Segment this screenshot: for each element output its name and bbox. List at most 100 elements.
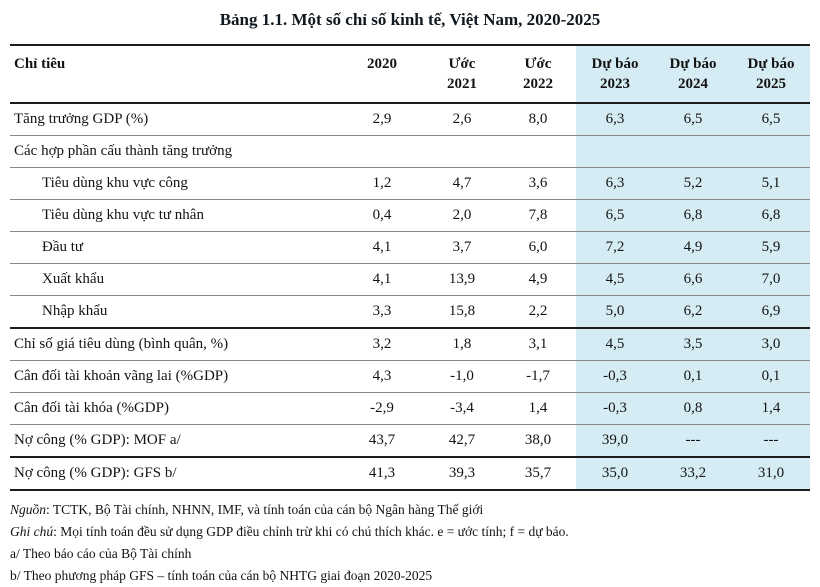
- value-cell: 1,4: [732, 392, 810, 425]
- value-cell: 0,1: [732, 360, 810, 393]
- value-cell: 7,2: [576, 231, 654, 264]
- table-row: Nhập khẩu 3,3 15,8 2,2 5,0 6,2 6,9: [10, 295, 810, 329]
- value-cell: 6,8: [732, 199, 810, 232]
- footnote-source: Nguồn: TCTK, Bộ Tài chính, NHNN, IMF, và…: [10, 500, 810, 520]
- value-cell: 4,5: [576, 327, 654, 361]
- value-cell: 39,0: [576, 424, 654, 458]
- value-cell: 2,9: [340, 102, 424, 136]
- value-cell: 3,3: [340, 295, 424, 329]
- value-cell: 6,9: [732, 295, 810, 329]
- value-cell: 1,2: [340, 167, 424, 200]
- row-label: Nhập khẩu: [10, 295, 340, 329]
- value-cell: 1,8: [424, 327, 500, 361]
- value-cell: 7,8: [500, 199, 576, 232]
- value-cell: [732, 135, 810, 168]
- value-cell: -0,3: [576, 392, 654, 425]
- column-header-du-bao-2023: Dự báo 2023: [576, 44, 654, 104]
- value-cell: 3,6: [500, 167, 576, 200]
- value-cell: -1,0: [424, 360, 500, 393]
- value-cell: 5,1: [732, 167, 810, 200]
- footnote-b-text: b/ Theo phương pháp GFS – tính toán của …: [10, 568, 433, 584]
- value-cell: -3,4: [424, 392, 500, 425]
- value-cell: [654, 135, 732, 168]
- value-cell: -0,3: [576, 360, 654, 393]
- row-label: Các hợp phần cấu thành tăng trưởng: [10, 135, 340, 168]
- value-cell: 5,0: [576, 295, 654, 329]
- table-row: Tiêu dùng khu vực công 1,2 4,7 3,6 6,3 5,2 5,1: [10, 167, 810, 200]
- value-cell: 5,2: [654, 167, 732, 200]
- value-cell: 8,0: [500, 102, 576, 136]
- column-header-du-bao-2025: Dự báo 2025: [732, 44, 810, 104]
- row-label: Tăng trưởng GDP (%): [10, 102, 340, 136]
- value-cell: 4,1: [340, 263, 424, 296]
- row-label: Nợ công (% GDP): GFS b/: [10, 456, 340, 491]
- value-cell: 31,0: [732, 456, 810, 491]
- value-cell: 7,0: [732, 263, 810, 296]
- table-row: Nợ công (% GDP): GFS b/41,3 39,3 35,7 35,0 3…: [10, 456, 810, 491]
- footnote-b: b/ Theo phương pháp GFS – tính toán của …: [10, 566, 810, 586]
- value-cell: 15,8: [424, 295, 500, 329]
- value-cell: 35,7: [500, 456, 576, 491]
- value-cell: 39,3: [424, 456, 500, 491]
- value-cell: 6,5: [732, 102, 810, 136]
- footnote-note-label: Ghi chú: [10, 523, 54, 539]
- row-label: Cân đối tài khoản vãng lai (%GDP): [10, 360, 340, 393]
- value-cell: 3,5: [654, 327, 732, 361]
- header-row: Chỉ tiêu 2020 Ước 2021 Ước 2022 Dự báo 2…: [10, 44, 810, 104]
- value-cell: 41,3: [340, 456, 424, 491]
- row-label: Nợ công (% GDP): MOF a/: [10, 424, 340, 458]
- value-cell: 3,2: [340, 327, 424, 361]
- value-cell: 6,5: [654, 102, 732, 136]
- value-cell: 3,1: [500, 327, 576, 361]
- footnote-source-label: Nguồn: [10, 501, 47, 517]
- row-label: Chỉ số giá tiêu dùng (bình quân, %): [10, 327, 340, 361]
- table-row: Cân đối tài khoản vãng lai (%GDP) 4,3 -1,0…: [10, 360, 810, 393]
- value-cell: [576, 135, 654, 168]
- table-body: Tăng trưởng GDP (%) 2,9 2,6 8,0 6,3 6,5 6,5 Các…: [10, 102, 810, 491]
- value-cell: 4,9: [654, 231, 732, 264]
- value-cell: 43,7: [340, 424, 424, 458]
- value-cell: 4,3: [340, 360, 424, 393]
- column-header-chi-tieu: Chỉ tiêu: [10, 44, 340, 104]
- table-row: Đầu tư 4,1 3,7 6,0 7,2 4,9 5,9: [10, 231, 810, 264]
- economic-indicators-table: Chỉ tiêu 2020 Ước 2021 Ước 2022 Dự báo 2…: [10, 44, 810, 491]
- value-cell: 6,3: [576, 167, 654, 200]
- table-row: Các hợp phần cấu thành tăng trưởng: [10, 135, 810, 168]
- value-cell: 6,8: [654, 199, 732, 232]
- table-row: Chỉ số giá tiêu dùng (bình quân, %) 3,2 1,…: [10, 327, 810, 361]
- column-header-uoc-2021: Ước 2021: [424, 44, 500, 104]
- value-cell: 4,1: [340, 231, 424, 264]
- row-label: Đầu tư: [10, 231, 340, 264]
- value-cell: 2,0: [424, 199, 500, 232]
- value-cell: 35,0: [576, 456, 654, 491]
- table-row: Nợ công (% GDP): MOF a/43,7 42,7 38,0 39,0-…: [10, 424, 810, 458]
- value-cell: ---: [654, 424, 732, 458]
- value-cell: [500, 135, 576, 168]
- row-label: Tiêu dùng khu vực công: [10, 167, 340, 200]
- value-cell: 38,0: [500, 424, 576, 458]
- value-cell: 2,6: [424, 102, 500, 136]
- table-row: Tiêu dùng khu vực tư nhân 0,4 2,0 7,8 6,5 6,8…: [10, 199, 810, 232]
- footnote-note-text: : Mọi tính toán đều sử dụng GDP điều chỉ…: [53, 523, 569, 539]
- value-cell: -2,9: [340, 392, 424, 425]
- value-cell: 3,0: [732, 327, 810, 361]
- table-title: Bảng 1.1. Một số chỉ số kinh tế, Việt Na…: [219, 10, 601, 29]
- row-label: Tiêu dùng khu vực tư nhân: [10, 199, 340, 232]
- table-row: Xuất khẩu 4,1 13,9 4,9 4,5 6,6 7,0: [10, 263, 810, 296]
- row-label: Xuất khẩu: [10, 263, 340, 296]
- value-cell: 6,3: [576, 102, 654, 136]
- footnotes: Nguồn: TCTK, Bộ Tài chính, NHNN, IMF, và…: [10, 500, 810, 587]
- footnote-note: Ghi chú: Mọi tính toán đều sử dụng GDP đ…: [10, 522, 810, 542]
- value-cell: 6,5: [576, 199, 654, 232]
- column-header-2020: 2020: [340, 44, 424, 104]
- value-cell: 0,1: [654, 360, 732, 393]
- value-cell: 6,6: [654, 263, 732, 296]
- footnote-a: a/ Theo báo cáo của Bộ Tài chính: [10, 544, 810, 564]
- footnote-source-text: : TCTK, Bộ Tài chính, NHNN, IMF, và tính…: [46, 501, 484, 517]
- value-cell: 2,2: [500, 295, 576, 329]
- value-cell: 33,2: [654, 456, 732, 491]
- value-cell: -1,7: [500, 360, 576, 393]
- value-cell: 13,9: [424, 263, 500, 296]
- column-header-du-bao-2024: Dự báo 2024: [654, 44, 732, 104]
